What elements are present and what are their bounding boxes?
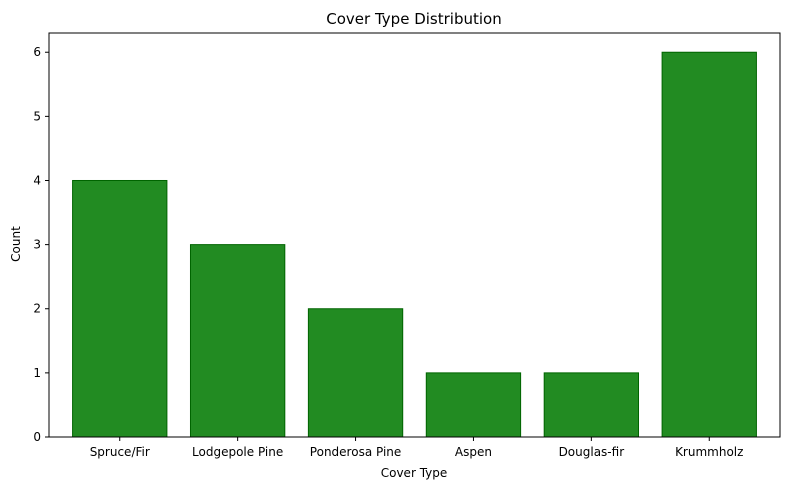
bar-lodgepole-pine bbox=[189, 244, 286, 438]
bar-douglas-fir bbox=[543, 372, 640, 438]
y-axis-label: Count bbox=[9, 226, 23, 262]
y-tick-label: 4 bbox=[33, 173, 41, 187]
x-tick-label: Douglas-fir bbox=[559, 445, 625, 459]
y-tick-label: 3 bbox=[33, 238, 41, 252]
bar-aspen bbox=[425, 372, 522, 438]
x-tick-label: Ponderosa Pine bbox=[310, 445, 401, 459]
x-tick-label: Spruce/Fir bbox=[90, 445, 150, 459]
bar-krummholz bbox=[661, 51, 757, 438]
chart-title: Cover Type Distribution bbox=[326, 10, 501, 28]
x-axis-label: Cover Type bbox=[381, 466, 448, 480]
bar-ponderosa-pine bbox=[307, 308, 404, 438]
y-tick-label: 5 bbox=[33, 109, 41, 123]
x-tick-label: Lodgepole Pine bbox=[192, 445, 283, 459]
bar-spruce-fir bbox=[72, 179, 168, 438]
y-tick-label: 6 bbox=[33, 45, 41, 59]
y-tick-label: 0 bbox=[33, 430, 41, 444]
axes-frame bbox=[48, 32, 781, 438]
plot-area: 0 1 2 3 4 5 6 Spruce/Fir Lodgepole Pine Ponderosa… bbox=[33, 32, 781, 459]
x-tick-label: Krummholz bbox=[675, 445, 743, 459]
y-tick-label: 2 bbox=[33, 302, 41, 316]
y-tick-label: 1 bbox=[33, 366, 41, 380]
x-tick-label: Aspen bbox=[455, 445, 492, 459]
